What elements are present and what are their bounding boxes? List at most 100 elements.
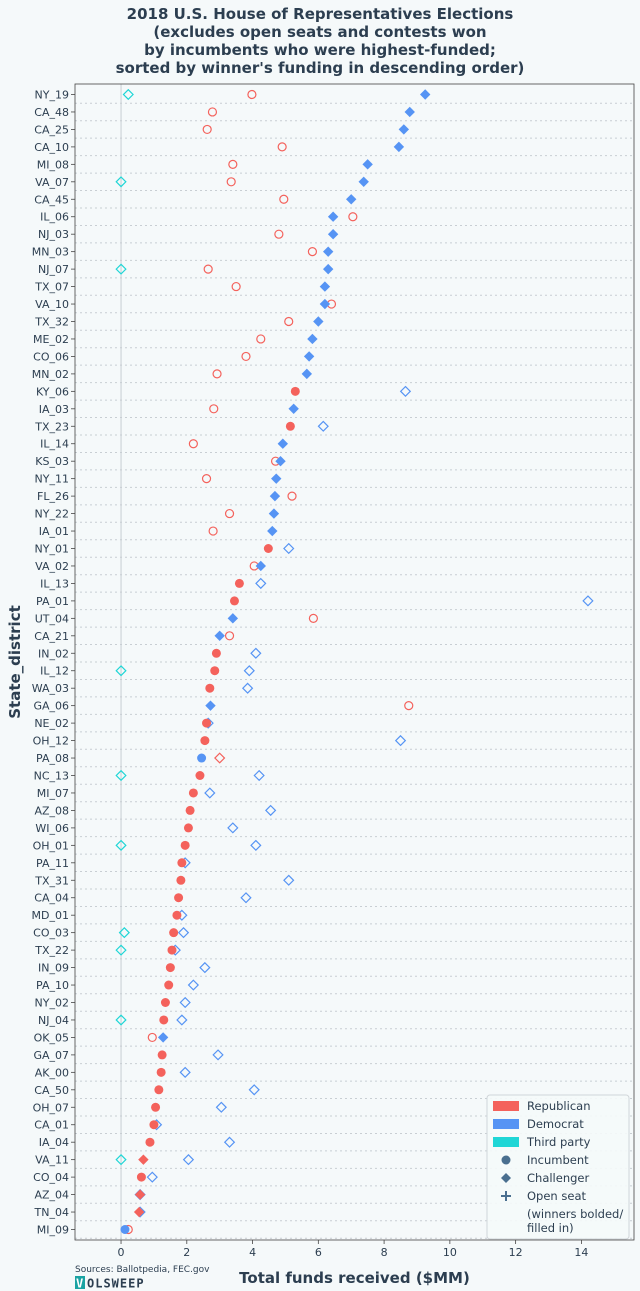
point-TX_23-R	[285, 421, 295, 431]
x-tick-label: 12	[509, 1246, 523, 1259]
y-tick-label: CA_21	[34, 630, 69, 643]
legend-label: Third party	[526, 1135, 591, 1149]
plot-frame	[74, 83, 635, 1241]
title-line: by incumbents who were highest-funded;	[144, 41, 496, 59]
point-VA_11-R	[138, 1154, 149, 1165]
point-PA_01-R	[229, 596, 239, 606]
brand-logo: V OLSWEEP	[75, 1276, 145, 1291]
title-line: (excludes open seats and contests won	[153, 23, 486, 41]
point-IA_01-D	[267, 525, 278, 537]
point-ME_02-D	[307, 333, 318, 345]
point-PA_08-R	[214, 752, 226, 764]
point-GA_06-R	[404, 701, 414, 711]
point-CA_50-D	[248, 1084, 260, 1096]
y-tick-label: TX_32	[34, 316, 69, 329]
y-tick-label: CA_04	[34, 892, 69, 905]
y-tick-label: IA_01	[39, 525, 69, 538]
point-CA_48-D	[404, 106, 415, 118]
point-CA_21-R	[224, 631, 235, 641]
point-CO_06-R	[241, 351, 251, 362]
point-NY_19-D	[419, 89, 431, 100]
point-OH_12-R	[200, 736, 210, 746]
y-tick-label: IN_02	[38, 647, 69, 660]
point-OH_01-T	[115, 839, 127, 851]
point-WI_06-R	[183, 823, 193, 833]
point-NY_19-R	[247, 89, 257, 100]
legend-label: Democrat	[527, 1117, 584, 1131]
x-tick-label: 10	[443, 1246, 457, 1259]
point-IA_04-D	[223, 1136, 236, 1148]
point-NY_11-D	[271, 473, 282, 484]
y-tick-label: CA_48	[34, 106, 69, 119]
y-tick-label: MN_03	[32, 246, 69, 259]
y-tick-label: OH_01	[33, 839, 69, 852]
point-NY_19-T	[122, 88, 134, 101]
x-tick-label: 6	[315, 1246, 322, 1259]
y-tick-label: TN_04	[34, 1206, 69, 1219]
point-MN_03-D	[322, 246, 334, 257]
point-CA_04-R	[174, 893, 184, 903]
y-tick-label: NC_13	[34, 770, 69, 783]
point-VA_07-D	[358, 176, 369, 188]
legend-swatch	[493, 1119, 519, 1129]
point-KS_03-D	[275, 455, 286, 467]
y-tick-label: CA_50	[34, 1084, 69, 1097]
legend-label: (winners bolded/	[527, 1207, 623, 1221]
point-NJ_03-R	[274, 229, 284, 239]
title-line: sorted by winner's funding in descending…	[116, 59, 525, 77]
point-VA_07-T	[115, 176, 127, 188]
data-points	[115, 88, 594, 1235]
point-OH_01-D	[250, 839, 262, 851]
y-tick-label: CA_10	[34, 141, 69, 154]
legend-label: Incumbent	[527, 1153, 589, 1167]
point-MI_09-D	[120, 1225, 130, 1234]
point-TX_23-D	[317, 420, 329, 432]
point-TX_22-R	[167, 945, 177, 955]
legend-swatch	[493, 1101, 519, 1111]
y-tick-label: IL_14	[40, 438, 69, 451]
point-TX_32-R	[284, 316, 294, 327]
point-OH_07-D	[215, 1101, 227, 1113]
point-IL_14-R	[188, 439, 198, 449]
point-IA_03-R	[209, 404, 219, 414]
y-tick-label: VA_11	[35, 1154, 69, 1167]
point-IN_02-R	[211, 648, 221, 658]
point-VA_11-T	[115, 1154, 127, 1166]
point-GA_07-D	[212, 1049, 224, 1061]
y-tick-label: KS_03	[35, 455, 69, 468]
legend: Republican Democrat Third party Incumbent Ch…	[486, 1094, 630, 1240]
y-tick-label: NY_19	[35, 89, 69, 102]
y-tick-label: MD_01	[32, 909, 69, 922]
y-tick-label: TX_22	[34, 944, 69, 957]
point-IA_03-D	[288, 403, 299, 415]
x-tick-label: 8	[381, 1246, 388, 1259]
chart-title: 2018 U.S. House of Representatives Elect…	[116, 5, 525, 77]
y-tick-label: FL_26	[37, 490, 69, 503]
y-tick-label: TX_07	[34, 281, 69, 294]
y-tick-label: AZ_04	[34, 1189, 69, 1202]
point-NJ_07-D	[322, 263, 334, 275]
y-tick-label: AK_00	[35, 1066, 69, 1079]
point-AK_00-R	[156, 1067, 166, 1077]
point-CA_10-D	[393, 141, 405, 153]
point-IL_13-R	[234, 578, 244, 588]
y-tick-label: NY_11	[35, 473, 69, 486]
point-CA_48-R	[207, 107, 218, 117]
brand-name: OLSWEEP	[87, 1277, 145, 1291]
point-CO_06-D	[303, 351, 315, 362]
y-tick-label: IA_03	[39, 403, 69, 416]
y-tick-label: VA_10	[35, 298, 69, 311]
point-NE_02-R	[202, 718, 212, 728]
y-tick-label: PA_10	[36, 979, 69, 992]
point-GA_06-D	[205, 700, 216, 711]
brand-mark-box	[75, 1276, 85, 1289]
y-tick-label: UT_04	[35, 612, 69, 625]
source-note: Sources: Ballotpedia, FEC.gov	[75, 1265, 210, 1275]
x-tick-label: 0	[118, 1246, 125, 1259]
point-WA_03-R	[205, 683, 215, 693]
point-OK_05-R	[147, 1032, 157, 1043]
y-tick-label: PA_11	[36, 857, 69, 870]
legend-circle-marker	[501, 1155, 511, 1165]
point-CA_25-R	[202, 124, 212, 135]
point-IL_12-T	[115, 665, 127, 677]
